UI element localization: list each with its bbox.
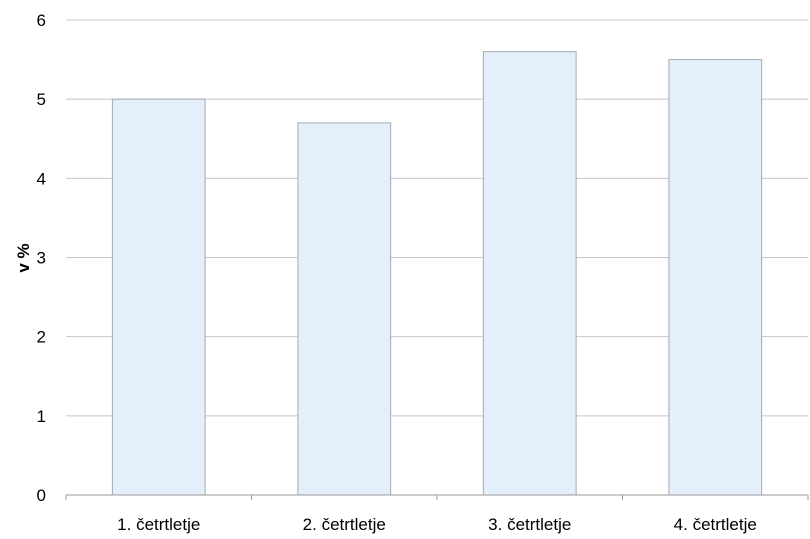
y-tick-label: 0: [37, 486, 46, 505]
bar: [111, 98, 206, 496]
y-tick-label: 5: [37, 90, 46, 109]
y-tick-labels: 0 1 2 3 4 5 6: [37, 11, 46, 505]
bar: [482, 51, 577, 496]
x-tick-label: 2. četrtletje: [303, 515, 386, 534]
bar: [297, 122, 392, 496]
x-tick-label: 1. četrtletje: [117, 515, 200, 534]
y-tick-label: 2: [37, 328, 46, 347]
axes: [65, 494, 809, 500]
bars: [111, 51, 763, 496]
x-tick-label: 3. četrtletje: [488, 515, 571, 534]
bar: [668, 59, 763, 496]
y-axis-label: v %: [14, 243, 33, 272]
y-tick-label: 1: [37, 407, 46, 426]
y-tick-label: 3: [37, 249, 46, 268]
y-tick-label: 4: [37, 169, 46, 188]
x-tick-label: 4. četrtletje: [674, 515, 757, 534]
y-tick-label: 6: [37, 11, 46, 30]
x-tick-labels: 1. četrtletje 2. četrtletje 3. četrtletje 4…: [117, 515, 757, 534]
